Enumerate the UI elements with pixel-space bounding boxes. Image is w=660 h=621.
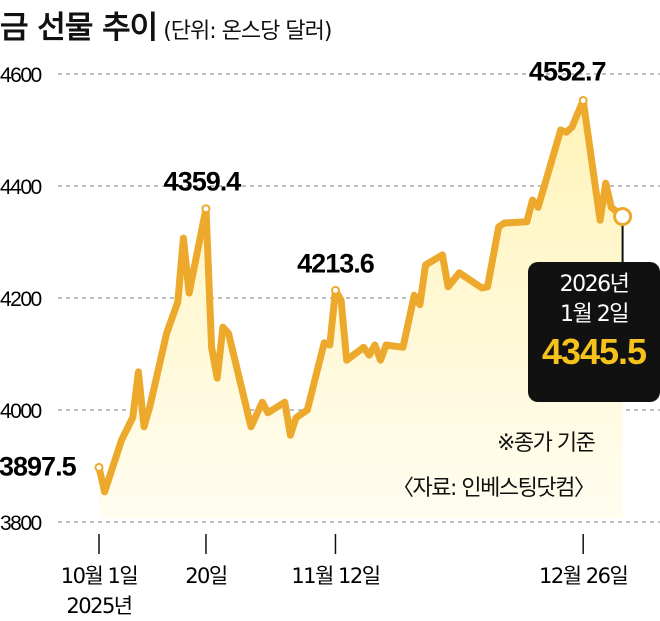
callout-year: 2026년 <box>559 272 630 297</box>
y-tick-label: 4600 <box>0 64 42 87</box>
annotation-label: 4552.7 <box>529 56 606 86</box>
source-note: 〈자료: 인베스팅닷컴〉 <box>392 476 596 501</box>
latest-point-marker <box>613 207 633 227</box>
area-fill <box>99 100 623 518</box>
annotation-marker <box>94 462 104 472</box>
basis-note: ※종가 기준 <box>497 431 596 456</box>
x-tick-label: 10월 1일 <box>61 564 138 588</box>
annotation-marker <box>201 204 211 214</box>
annotation-label: 4359.4 <box>164 167 242 197</box>
price-line <box>95 97 627 496</box>
annotation-marker <box>330 285 340 295</box>
latest-value-callout: 2026년 1월 2일 4345.5 <box>528 262 660 402</box>
unit-label: (단위: 온스당 달러) <box>163 19 332 44</box>
annotation-label: 4213.6 <box>297 248 375 278</box>
annotation-marker <box>578 95 588 105</box>
annotation-label: 3897.5 <box>0 451 77 481</box>
callout-value: 4345.5 <box>541 331 647 372</box>
y-tick-label: 4000 <box>0 400 42 423</box>
y-tick-label: 4200 <box>0 288 42 311</box>
callout-date: 1월 2일 <box>560 302 629 327</box>
y-tick-label: 4400 <box>0 176 42 199</box>
chart-title-bar: 금 선물 추이 (단위: 온스당 달러) <box>0 2 332 47</box>
y-tick-label: 3800 <box>0 512 42 535</box>
x-tick-label: 11월 12일 <box>291 564 379 588</box>
x-tick-label: 20일 <box>185 564 227 588</box>
chart-title: 금 선물 추이 <box>0 10 158 46</box>
x-tick-sublabel: 2025년 <box>66 594 131 618</box>
x-tick-label: 12월 26일 <box>539 564 627 588</box>
